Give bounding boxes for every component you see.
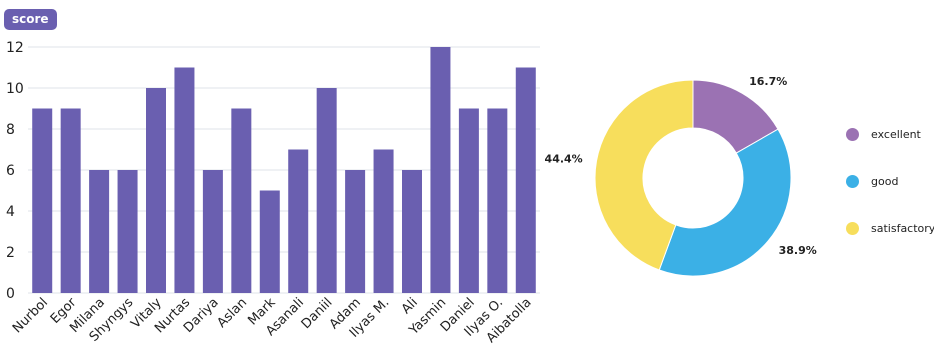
bar <box>259 190 280 293</box>
x-tick-label: Aslan <box>214 295 250 331</box>
bar <box>89 170 110 293</box>
bar <box>202 170 223 293</box>
y-axis-label-badge: score <box>4 9 57 30</box>
bar <box>146 88 166 293</box>
legend-label-excellent: excellent <box>871 127 921 141</box>
y-tick-label: 4 <box>6 204 15 220</box>
bar <box>373 149 394 293</box>
x-tick-label: Nurbol <box>10 295 51 336</box>
legend-swatch-satisfactory <box>846 221 859 235</box>
bar <box>458 108 479 293</box>
slice-percent-label: 16.7% <box>749 75 787 88</box>
legend-swatch-excellent <box>846 127 859 141</box>
donut-chart: 16.7% 38.9% 44.4% <box>545 75 817 277</box>
legend-item-excellent: excellent <box>846 122 934 146</box>
slice-percent-label: 44.4% <box>545 152 583 165</box>
donut-slice-satisfactory <box>594 79 694 271</box>
legend-item-satisfactory: satisfactory <box>846 216 934 240</box>
y-tick-label: 8 <box>6 122 15 138</box>
y-tick-label: 10 <box>6 81 24 97</box>
y-tick-label: 12 <box>6 40 24 56</box>
x-tick-label: Ali <box>399 295 421 317</box>
bar <box>487 108 508 293</box>
y-tick-label: 0 <box>6 286 15 302</box>
bar <box>32 108 53 293</box>
y-tick-label: 2 <box>6 245 15 261</box>
bar <box>402 170 422 293</box>
legend-swatch-good <box>846 174 859 188</box>
legend-label-good: good <box>871 174 899 188</box>
bar <box>231 108 252 293</box>
bar <box>430 47 451 293</box>
bar <box>345 170 366 293</box>
slice-percent-label: 38.9% <box>779 244 817 257</box>
legend-item-good: good <box>846 169 934 193</box>
x-tick-label: Daniil <box>299 295 336 332</box>
bar <box>515 67 536 293</box>
bar <box>117 170 138 293</box>
donut-legend: excellent good satisfactory <box>846 122 934 263</box>
bar <box>288 149 309 293</box>
donut-slice-good <box>658 128 792 277</box>
legend-label-satisfactory: satisfactory <box>871 221 934 235</box>
bar <box>316 88 337 293</box>
y-tick-label: 6 <box>6 163 15 179</box>
bar-chart: 024681012NurbolEgorMilanaShyngysVitalyNu… <box>6 40 540 346</box>
bar <box>60 108 81 293</box>
bar <box>174 67 195 293</box>
